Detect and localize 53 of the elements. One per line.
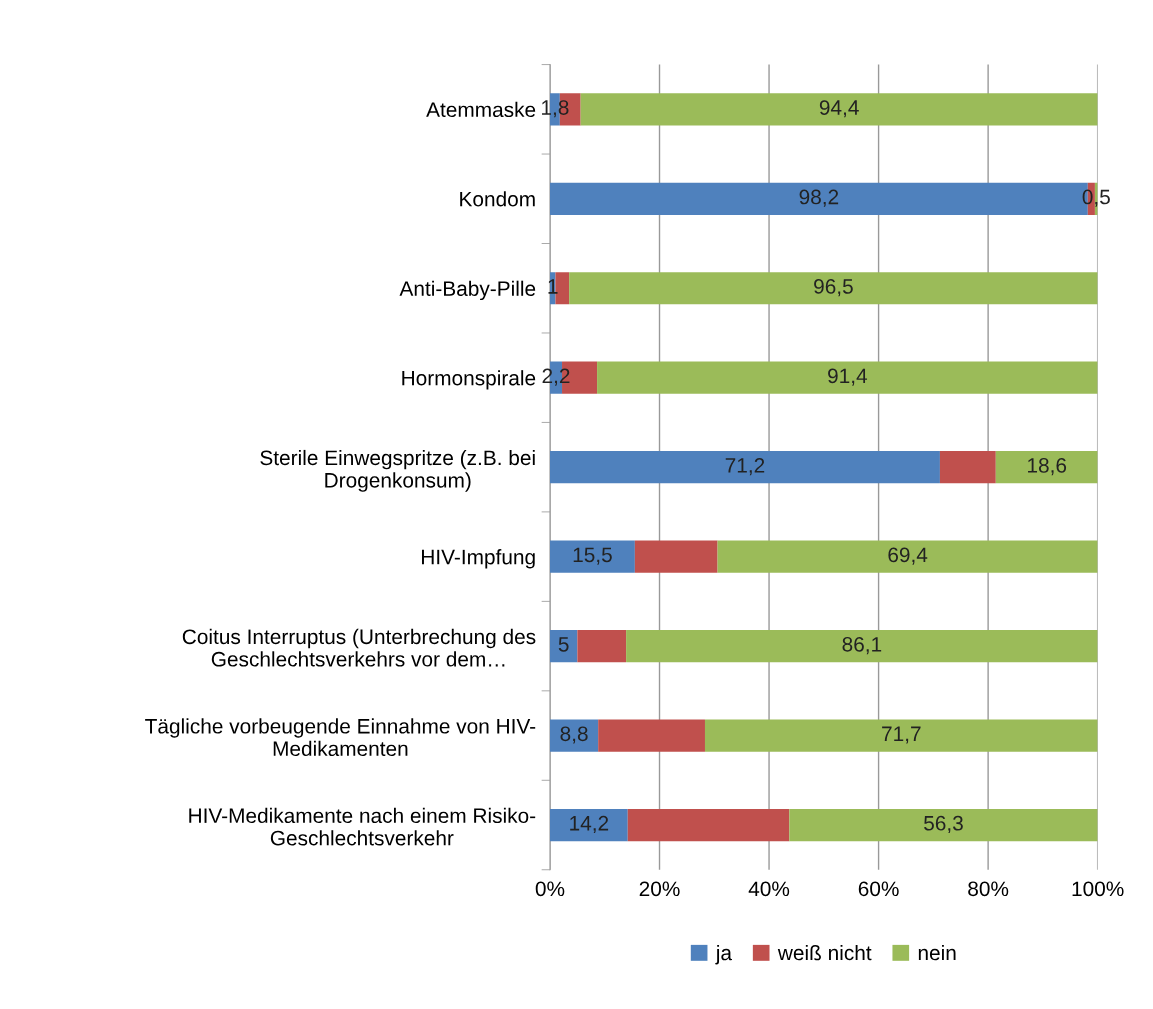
data-label: 94,4 — [819, 100, 859, 118]
bar — [626, 629, 1098, 663]
bar — [789, 808, 1098, 842]
bar — [995, 451, 1098, 484]
bar — [597, 361, 1098, 394]
data-label: 71,7 — [882, 726, 921, 744]
data-label: 96,5 — [814, 279, 853, 297]
x-tick-label: 60% — [858, 881, 899, 897]
data-label: 91,4 — [828, 368, 868, 386]
bar — [549, 540, 635, 573]
data-label: 56,3 — [924, 815, 963, 834]
data-label: 1,8 — [542, 100, 569, 118]
data-label: 2,2 — [542, 368, 570, 386]
bar — [549, 451, 940, 484]
bar — [704, 719, 1098, 752]
bar — [577, 629, 627, 663]
data-label: 71,2 — [725, 458, 765, 476]
bar — [634, 540, 718, 573]
y-tick-label: Sterile Einwegspritze (z.B. bei Drogenkonsum) — [260, 449, 535, 492]
y-tick-label: Atemmaske — [426, 101, 536, 118]
data-label: 69,4 — [888, 547, 928, 565]
data-label: 15,5 — [573, 547, 612, 565]
bar — [569, 272, 1098, 305]
data-label: 98,2 — [799, 189, 839, 207]
legend-label: ja — [715, 944, 733, 965]
data-label: 18,6 — [1028, 458, 1067, 476]
y-tick-label: Kondom — [460, 191, 535, 207]
y-tick-label: Coitus Interruptus (Unterbrechung des Geschlechtsverkehrs vor dem… — [182, 628, 536, 667]
data-label: 86,1 — [842, 636, 882, 655]
bar — [549, 808, 628, 842]
bar — [717, 540, 1098, 573]
y-tick-label: Anti-Baby-Pille — [399, 280, 536, 301]
data-label: 0,5 — [1082, 189, 1110, 207]
y-tick-label: Tägliche vorbeugende Einnahme von HIV- Medikamenten — [145, 718, 536, 757]
bar — [580, 93, 1098, 126]
bar — [627, 808, 790, 842]
data-label: 5 — [558, 637, 569, 652]
x-tick-label: 20% — [639, 881, 680, 897]
x-tick-label: 0% — [535, 881, 565, 897]
legend-label: nein — [918, 944, 956, 961]
bar — [549, 719, 599, 752]
y-tick-label: HIV-Impfung — [422, 549, 535, 569]
x-tick-label: 80% — [968, 881, 1009, 897]
y-tick-label: HIV-Medikamente nach einem Risiko- Geschlechtsverkehr — [189, 807, 536, 846]
bar — [939, 451, 996, 484]
bar — [598, 719, 705, 752]
x-tick-label: 40% — [748, 881, 790, 897]
bar — [549, 629, 578, 663]
data-label: 8,8 — [560, 726, 588, 744]
data-label: 14,2 — [570, 815, 609, 834]
y-tick-label: Hormonspirale — [402, 370, 536, 390]
legend-label: weiß nicht — [777, 944, 872, 961]
x-tick-label: 100% — [1072, 881, 1124, 897]
